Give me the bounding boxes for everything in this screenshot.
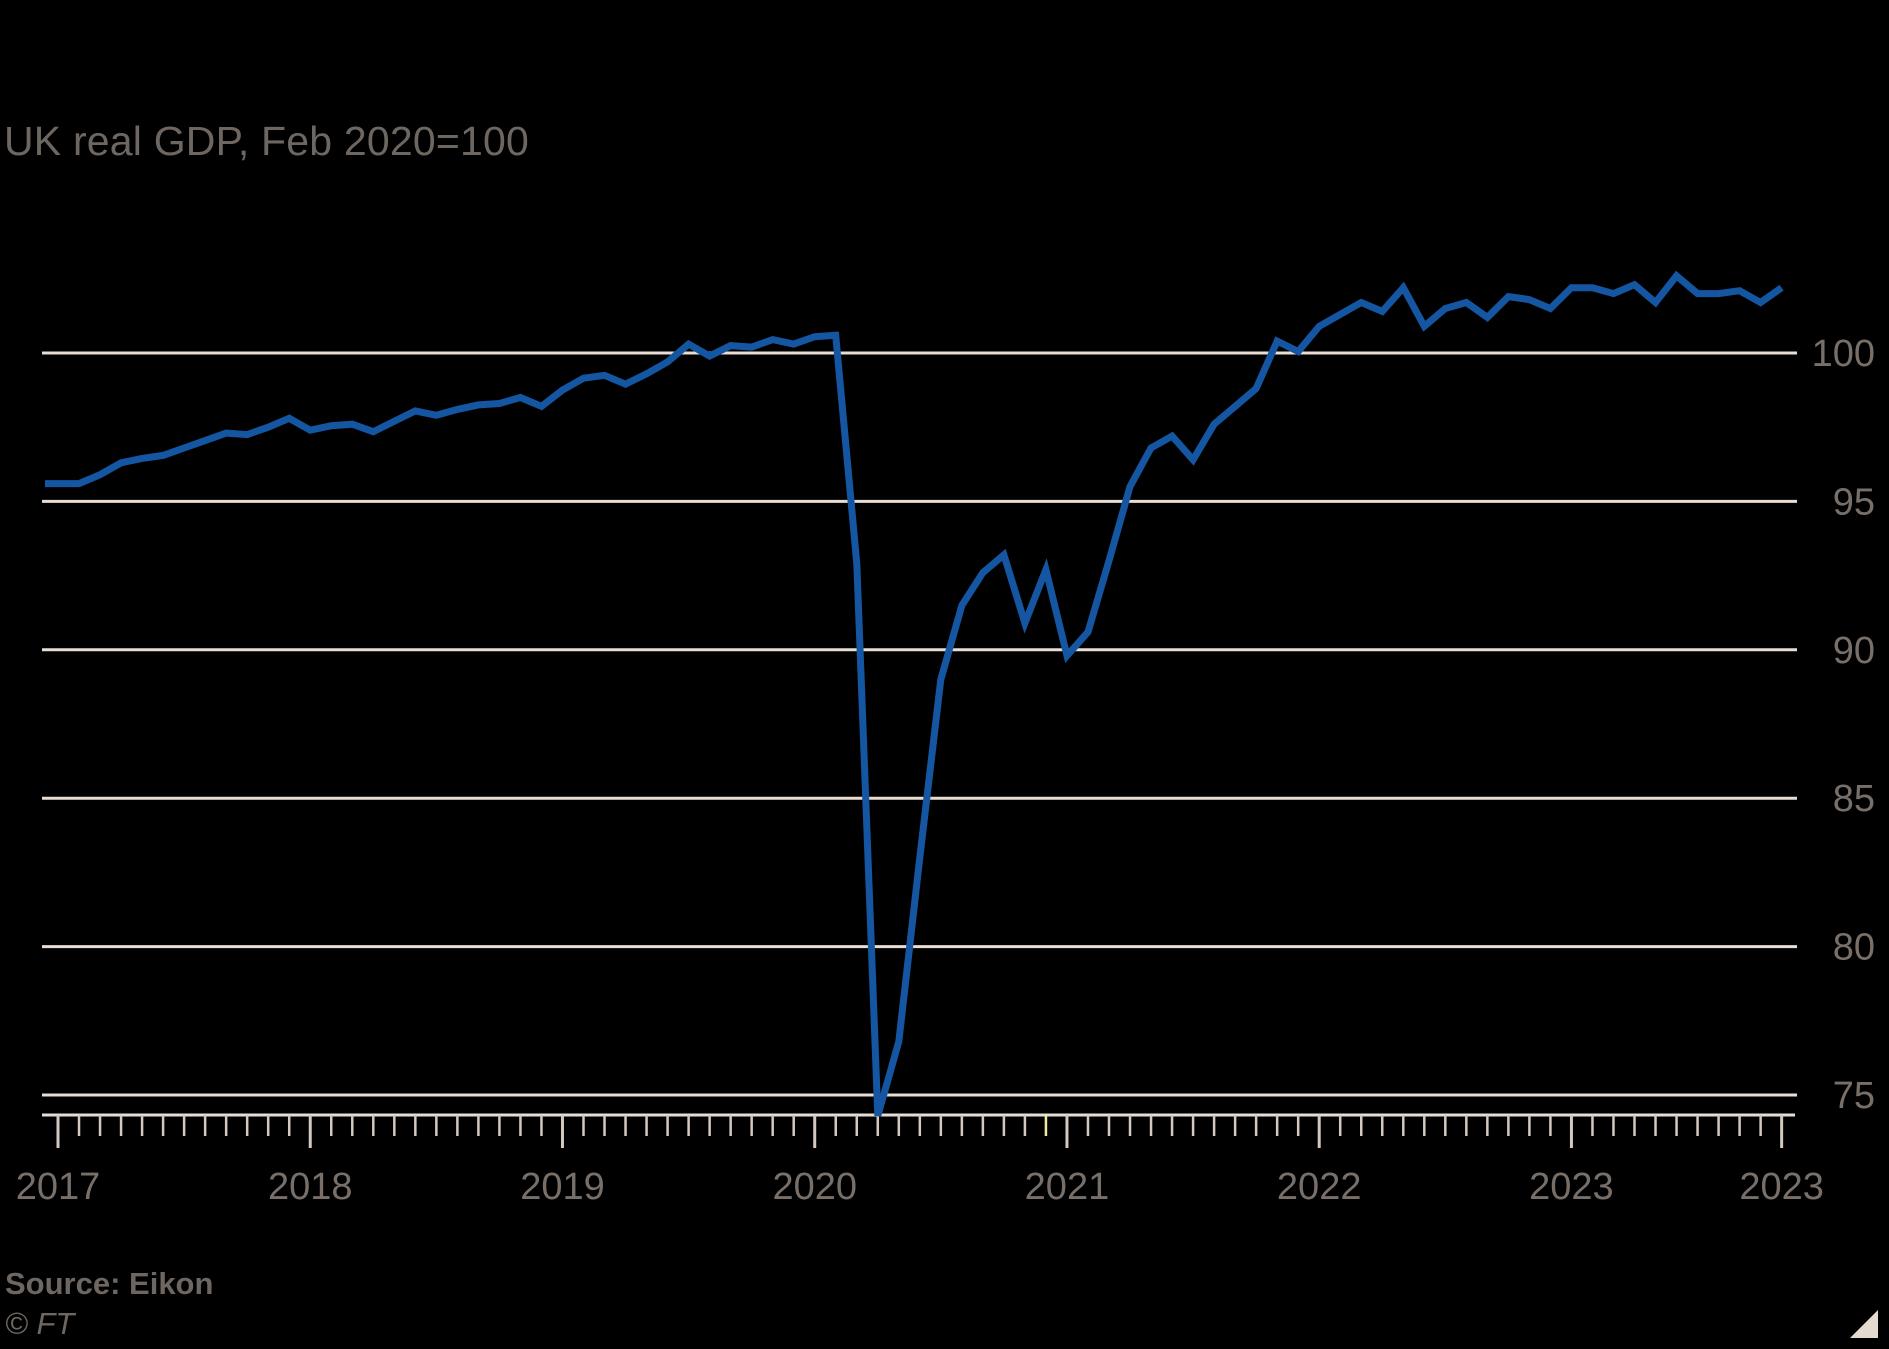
x-axis-year-label-12: 2018 bbox=[268, 1166, 353, 1208]
y-axis-label-85: 85 bbox=[1833, 778, 1875, 820]
x-axis-year-label-60: 2022 bbox=[1277, 1166, 1362, 1208]
ft-logo-triangle-icon bbox=[1850, 1310, 1878, 1338]
x-axis-year-label-24: 2019 bbox=[520, 1166, 605, 1208]
chart-title: UK real GDP, Feb 2020=100 bbox=[4, 118, 530, 164]
y-axis-label-100: 100 bbox=[1812, 333, 1875, 375]
ft-credit: © FT bbox=[5, 1306, 75, 1341]
source-note: Source: Eikon bbox=[5, 1266, 214, 1301]
x-axis-year-label-72: 2023 bbox=[1529, 1166, 1614, 1208]
y-axis-label-95: 95 bbox=[1833, 481, 1875, 523]
y-axis-label-90: 90 bbox=[1833, 630, 1875, 672]
x-axis-year-label-82: 2023 bbox=[1739, 1166, 1824, 1208]
y-axis-label-75: 75 bbox=[1833, 1075, 1875, 1117]
gdp-series-line bbox=[45, 270, 1784, 1117]
x-axis-year-label-36: 2020 bbox=[772, 1166, 857, 1208]
x-axis-year-label-0: 2017 bbox=[16, 1166, 101, 1208]
x-axis-year-label-48: 2021 bbox=[1025, 1166, 1110, 1208]
y-axis-label-80: 80 bbox=[1833, 927, 1875, 969]
